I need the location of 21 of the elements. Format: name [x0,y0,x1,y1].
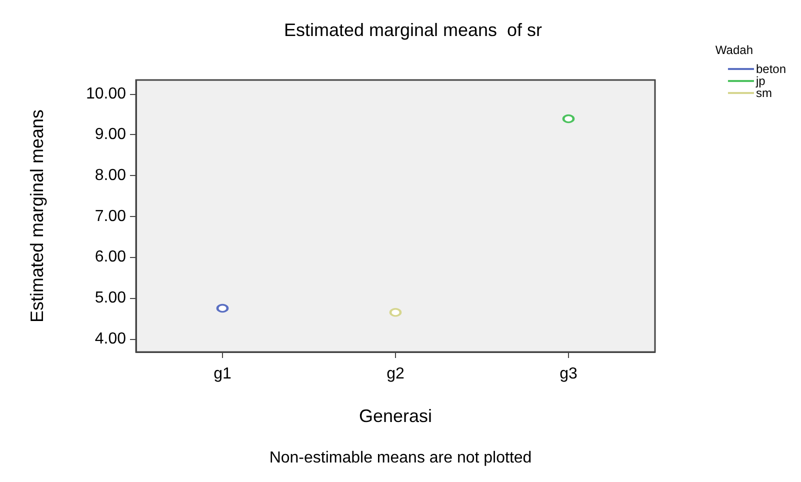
legend-label: jp [754,74,766,88]
x-tick-label: g1 [214,366,232,382]
y-tick-label: 4.00 [94,330,126,348]
y-tick-label: 10.00 [86,85,126,102]
point [562,114,574,124]
y-tick-label: 6.00 [94,248,126,266]
y-tick-label: 7.00 [94,208,126,225]
legend-label: beton [756,62,786,76]
y-tick-label: 9.00 [94,126,126,144]
legend-label: sm [756,86,772,100]
x-tick-label: g2 [386,366,404,382]
text: Non-estimable means are not plotted [269,450,532,466]
legend-title: Wadah [715,43,753,57]
y-tick-label: 8.00 [94,167,126,184]
y-axis-title: Estimated marginal means [27,109,47,323]
point [390,308,402,317]
point [216,304,228,313]
x-axis-title: Generasi [358,406,432,426]
chart-title: Estimated marginal means of sr [284,20,542,40]
y-tick-label: 5.00 [94,290,126,307]
x-tick-label: g3 [560,366,578,382]
